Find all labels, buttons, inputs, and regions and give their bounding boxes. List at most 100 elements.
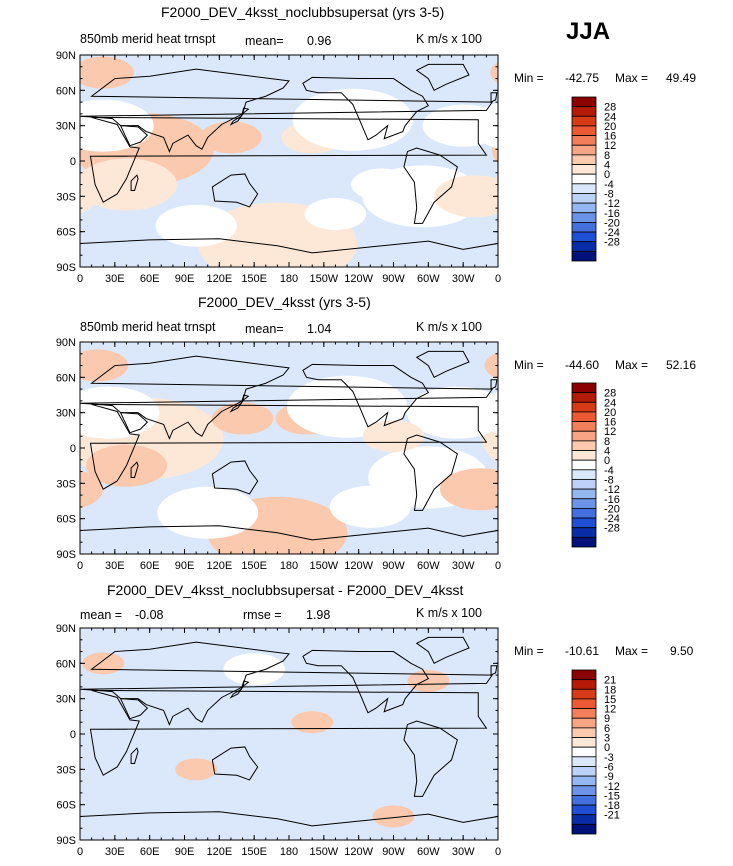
field-contour bbox=[470, 102, 498, 149]
coastline bbox=[229, 680, 250, 699]
colorbar-label: 12 bbox=[604, 140, 616, 152]
coastline bbox=[403, 147, 458, 224]
coastline bbox=[119, 698, 149, 720]
colorbar-label: -28 bbox=[604, 237, 620, 249]
field-contour bbox=[223, 653, 285, 686]
field-contour bbox=[80, 349, 129, 382]
colorbar-label: -21 bbox=[604, 810, 620, 822]
x-tick-label: 0 bbox=[495, 273, 501, 285]
panel-1-max-value: 49.49 bbox=[666, 71, 697, 85]
colorbar-label: 28 bbox=[604, 388, 616, 400]
y-tick-label: 60N bbox=[56, 658, 76, 670]
colorbar-swatch bbox=[571, 698, 597, 709]
y-tick-label: 30S bbox=[56, 478, 76, 490]
y-tick-label: 0 bbox=[70, 443, 76, 455]
field-contour bbox=[372, 805, 415, 828]
x-tick-label: 90E bbox=[175, 273, 195, 285]
coastline bbox=[89, 116, 488, 203]
x-tick-label: 30E bbox=[105, 846, 125, 858]
x-tick-label: 30W bbox=[452, 846, 475, 858]
colorbar-swatch bbox=[571, 669, 597, 681]
x-tick-label: 150W bbox=[309, 846, 338, 858]
field-contour bbox=[407, 670, 450, 692]
panel-1-field-label: 850mb merid heat trnspt bbox=[80, 32, 216, 46]
colorbar-label: -8 bbox=[604, 188, 614, 200]
colorbar-label: 8 bbox=[604, 150, 610, 162]
colorbar-label: 24 bbox=[604, 111, 616, 123]
colorbar-swatch bbox=[571, 737, 597, 748]
x-tick-label: 120E bbox=[206, 846, 232, 858]
colorbar-swatch bbox=[571, 717, 597, 729]
y-tick-label: 90S bbox=[56, 262, 76, 274]
field-contour bbox=[304, 198, 367, 230]
colorbar-label: 4 bbox=[604, 446, 610, 458]
colorbar-label: -16 bbox=[604, 208, 620, 220]
panel-3-title: F2000_DEV_4ksst_noclubbsupersat - F2000_… bbox=[107, 582, 464, 598]
field-contour bbox=[500, 652, 542, 674]
field-contour bbox=[329, 485, 411, 528]
colorbar-label: -12 bbox=[604, 781, 620, 793]
coastline bbox=[490, 92, 498, 103]
x-tick-label: 30W bbox=[452, 273, 475, 285]
panel-1-title: F2000_DEV_4ksst_noclubbsupersat (yrs 3-5… bbox=[161, 4, 445, 20]
y-tick-label: 30S bbox=[56, 764, 76, 776]
field-contour bbox=[686, 805, 728, 827]
colorbar-label: -4 bbox=[604, 179, 614, 191]
y-tick-label: 90N bbox=[56, 623, 76, 635]
x-tick-label: 30E bbox=[105, 560, 125, 572]
colorbar-label: 21 bbox=[604, 675, 616, 687]
colorbar-label: -6 bbox=[604, 761, 614, 773]
colorbar-swatch bbox=[571, 727, 597, 738]
field-contour bbox=[80, 386, 160, 439]
colorbar-label: 18 bbox=[604, 684, 616, 696]
field-contour bbox=[362, 420, 425, 453]
colorbar-label: -20 bbox=[604, 217, 620, 229]
panel-2-min-value: -44.60 bbox=[565, 358, 600, 372]
field-contour bbox=[286, 375, 408, 438]
colorbar-label: -28 bbox=[604, 523, 620, 535]
colorbar-label: -3 bbox=[604, 752, 614, 764]
field-contour bbox=[157, 486, 259, 539]
colorbar-swatch bbox=[571, 823, 597, 835]
field-contour bbox=[200, 121, 262, 154]
coastline bbox=[211, 173, 259, 208]
colorbar-label: 16 bbox=[604, 417, 616, 429]
field-contour bbox=[292, 88, 414, 151]
x-tick-label: 60W bbox=[417, 846, 440, 858]
x-tick-label: 180 bbox=[280, 846, 298, 858]
field-contour bbox=[651, 658, 693, 680]
field-contour bbox=[211, 402, 274, 435]
panel-2-units: K m/s x 100 bbox=[416, 320, 482, 334]
colorbar-swatch bbox=[571, 785, 597, 796]
field-contour bbox=[476, 391, 498, 434]
x-tick-label: 180 bbox=[280, 273, 298, 285]
panel-1-mean-value: 0.96 bbox=[307, 34, 332, 48]
coastline bbox=[415, 63, 470, 92]
coastline bbox=[229, 107, 250, 126]
y-tick-label: 60N bbox=[56, 85, 76, 97]
y-tick-label: 30N bbox=[56, 121, 76, 133]
y-tick-label: 60N bbox=[56, 372, 76, 384]
x-tick-label: 90W bbox=[382, 560, 405, 572]
colorbar-label: -24 bbox=[604, 513, 620, 525]
field-contour bbox=[439, 468, 498, 511]
x-tick-label: 30E bbox=[105, 273, 125, 285]
coastline bbox=[490, 665, 498, 676]
x-tick-label: 150W bbox=[309, 273, 338, 285]
panel-2-title: F2000_DEV_4ksst (yrs 3-5) bbox=[198, 294, 371, 310]
field-contour bbox=[80, 179, 98, 214]
colorbar-label: -9 bbox=[604, 771, 614, 783]
colorbar-label: -16 bbox=[604, 494, 620, 506]
colorbar-swatch bbox=[571, 688, 597, 700]
colorbar-label: 24 bbox=[604, 397, 616, 409]
colorbar-label: 20 bbox=[604, 407, 616, 419]
coastline bbox=[302, 76, 430, 141]
x-tick-label: 60W bbox=[417, 273, 440, 285]
x-tick-label: 180 bbox=[280, 560, 298, 572]
colorbar-swatch bbox=[571, 250, 597, 262]
field-contour bbox=[80, 158, 177, 211]
colorbar-label: 12 bbox=[604, 426, 616, 438]
coastline bbox=[80, 525, 498, 554]
field-contour bbox=[0, 670, 31, 692]
